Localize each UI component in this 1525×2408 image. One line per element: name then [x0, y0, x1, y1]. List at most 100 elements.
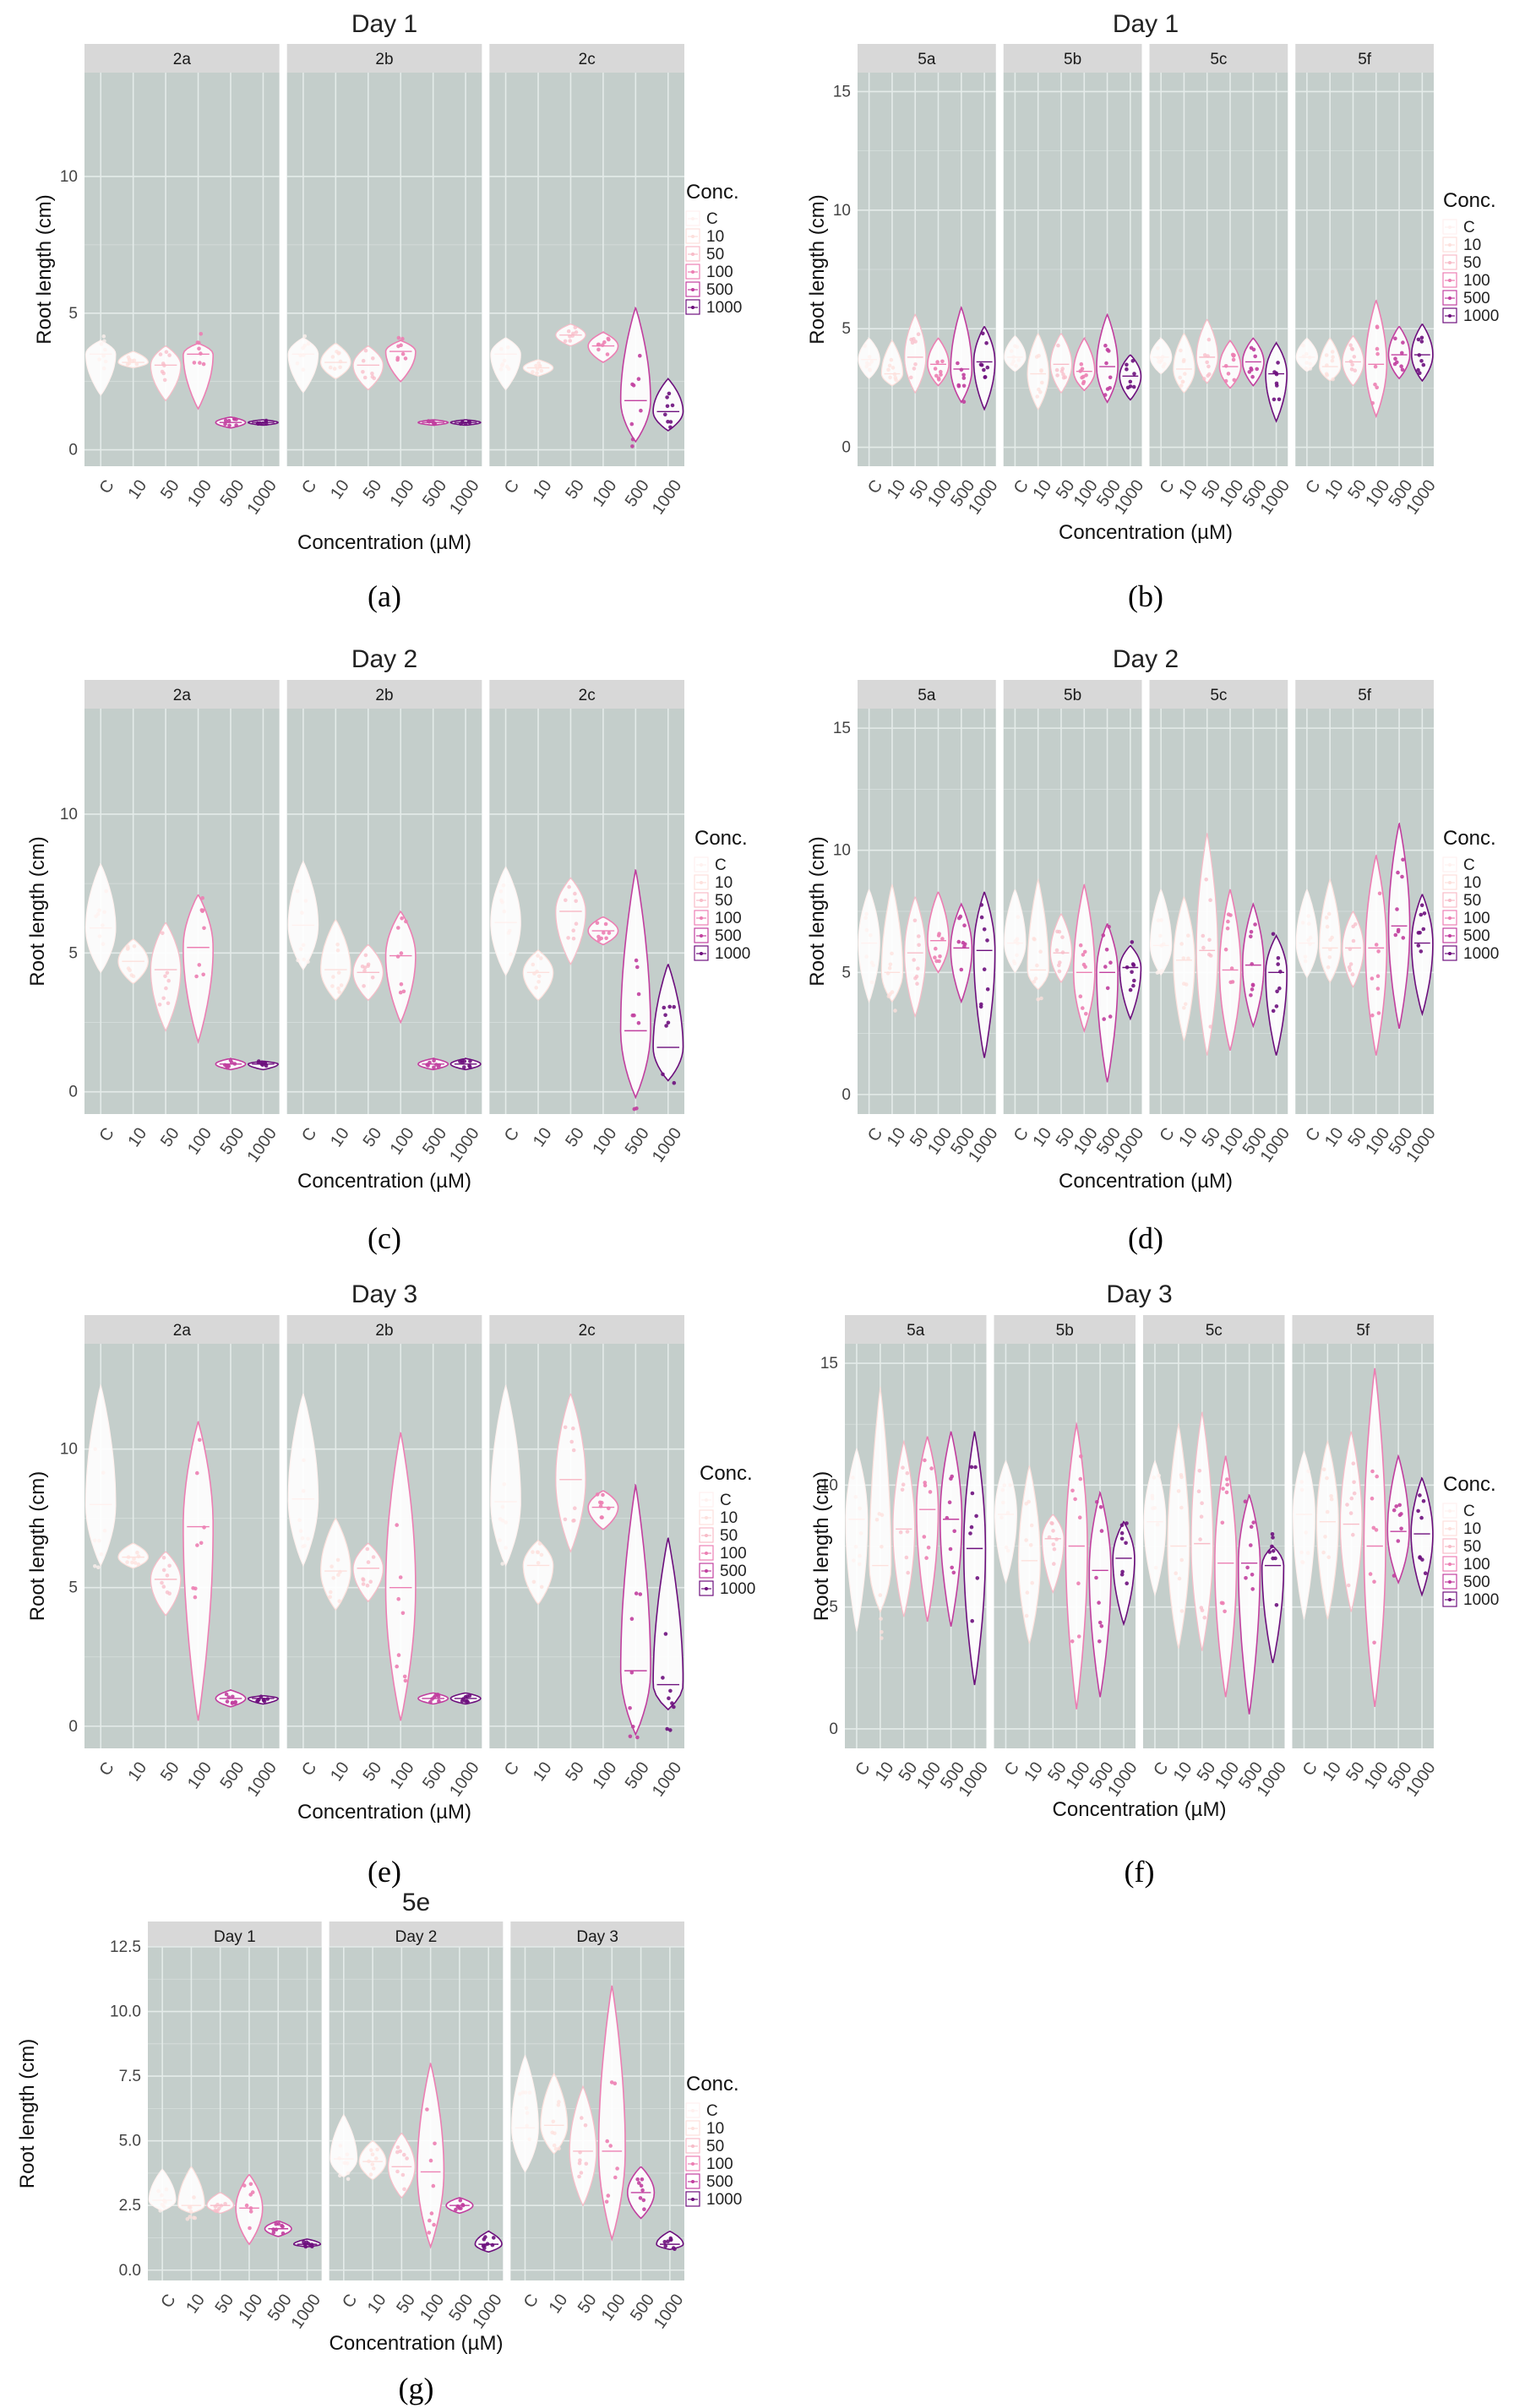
data-point — [1272, 397, 1277, 402]
violin-C — [287, 860, 319, 971]
data-point — [1399, 364, 1403, 369]
data-point — [1033, 976, 1038, 981]
violin-1000 — [972, 891, 996, 1058]
violin-10 — [320, 1518, 351, 1612]
violin-C — [1004, 334, 1027, 372]
data-point — [573, 325, 578, 330]
data-point — [1049, 1521, 1054, 1525]
facet-strip — [489, 1315, 684, 1344]
data-point — [134, 361, 139, 367]
legend-label: C — [720, 1492, 732, 1509]
data-point — [227, 423, 231, 428]
data-point — [1271, 1536, 1275, 1540]
x-axis-label: Concentration (µM) — [297, 531, 471, 554]
data-point — [399, 951, 404, 955]
data-point — [894, 378, 898, 383]
data-point — [1325, 363, 1329, 367]
data-point — [1038, 949, 1043, 954]
x-tick-label: 10 — [1321, 1124, 1348, 1150]
data-point — [1351, 938, 1356, 943]
data-point — [1206, 364, 1211, 369]
violin-C — [287, 1393, 319, 1568]
data-point — [264, 418, 269, 423]
data-point — [1325, 1509, 1330, 1514]
data-point — [248, 2182, 253, 2187]
data-point — [458, 1059, 462, 1064]
x-tick-label: C — [864, 476, 886, 497]
data-point — [101, 366, 106, 371]
data-point — [400, 351, 406, 356]
data-point — [164, 350, 169, 355]
data-point — [306, 341, 311, 346]
data-point — [563, 1517, 568, 1522]
data-point — [551, 2119, 556, 2124]
data-point — [1418, 1555, 1422, 1559]
data-point — [1271, 932, 1276, 937]
data-point — [425, 2107, 429, 2112]
data-point — [199, 351, 203, 356]
legend-key-dot — [705, 1569, 708, 1573]
violin-100 — [384, 910, 417, 1025]
data-point — [1392, 1574, 1397, 1578]
data-point — [571, 937, 576, 941]
x-tick-label: C — [520, 2291, 542, 2311]
legend-label: 500 — [715, 927, 742, 945]
violin-50 — [569, 2085, 597, 2207]
facet-strip — [1149, 44, 1288, 73]
data-point — [1231, 357, 1236, 362]
legend-key-dot — [1448, 1598, 1451, 1601]
data-point — [1419, 340, 1424, 344]
data-point — [1400, 351, 1404, 356]
data-point — [639, 408, 643, 413]
chart-title: Day 2 — [1113, 645, 1179, 673]
data-point — [863, 344, 867, 348]
data-point — [232, 1062, 237, 1066]
data-point — [531, 1579, 536, 1584]
data-point — [1035, 963, 1039, 968]
data-point — [1179, 383, 1184, 388]
facet-panel — [84, 709, 280, 1114]
data-point — [1159, 969, 1164, 973]
violin-500 — [619, 868, 651, 1100]
data-point — [1308, 367, 1313, 371]
data-point — [1375, 974, 1381, 978]
data-point — [264, 421, 269, 427]
data-point — [1157, 1473, 1161, 1478]
violin-1000 — [1261, 1545, 1285, 1664]
data-point — [665, 404, 670, 409]
data-point — [1174, 1571, 1178, 1575]
data-point — [458, 2198, 463, 2203]
data-point — [1058, 960, 1062, 965]
facet-label: 2b — [375, 51, 393, 68]
data-point — [1179, 942, 1184, 946]
facet-strip — [1143, 1315, 1285, 1344]
data-point — [1228, 980, 1233, 985]
data-point — [1372, 1640, 1376, 1645]
data-point — [1301, 343, 1305, 348]
data-point — [1225, 926, 1230, 931]
data-point — [1124, 1541, 1128, 1546]
data-point — [962, 923, 967, 927]
x-tick-label: 100 — [589, 1758, 620, 1792]
chart-title: Day 1 — [351, 10, 417, 38]
data-point — [1376, 1011, 1381, 1015]
data-point — [951, 1570, 956, 1575]
x-tick-label: 100 — [589, 476, 620, 510]
data-point — [158, 2209, 162, 2213]
data-point — [1350, 347, 1355, 351]
x-tick-label: C — [298, 1124, 320, 1144]
panel-caption: (f) — [1125, 1855, 1155, 1889]
data-point — [1351, 924, 1355, 929]
legend-title: Conc. — [700, 1462, 753, 1485]
data-point — [1079, 1454, 1083, 1459]
x-tick-label: 100 — [184, 476, 215, 510]
data-point — [1250, 374, 1255, 379]
data-point — [877, 1512, 882, 1516]
legend-key-dot — [691, 2180, 694, 2183]
x-tick-label: 100 — [1212, 1758, 1243, 1792]
y-tick-label: 10 — [833, 842, 851, 860]
legend-key-dot — [1448, 279, 1451, 282]
data-point — [1321, 1550, 1326, 1555]
facet-label: 2a — [173, 1322, 192, 1340]
data-point — [166, 978, 171, 983]
